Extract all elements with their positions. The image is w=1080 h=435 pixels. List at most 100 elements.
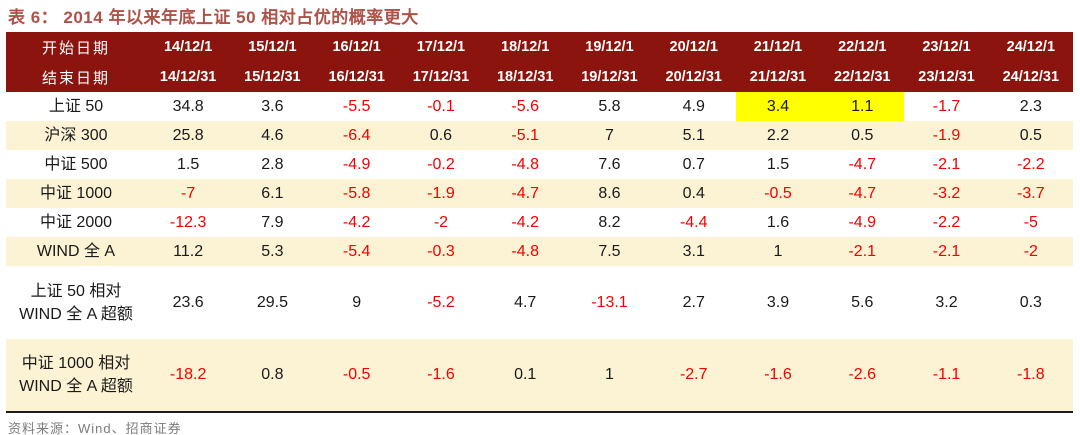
value-cell: 4.7: [514, 293, 537, 311]
value-cell: -13.1: [591, 293, 628, 311]
row-label: 上证 50 相对 WIND 全 A 超额: [19, 282, 133, 323]
row-label: WIND 全 A: [36, 242, 116, 260]
value-cell: -0.5: [342, 366, 371, 384]
value-cell: 5.1: [682, 126, 705, 144]
header-date-cell: 17/12/1: [416, 39, 466, 55]
header-date-cell: 20/12/31: [665, 69, 722, 85]
value-cell: 8.6: [598, 184, 621, 202]
value-cell: -1.7: [932, 97, 961, 115]
header-date-cell: 16/12/1: [332, 39, 381, 55]
header-date-cell: 21/12/1: [753, 39, 803, 55]
value-cell: 25.8: [172, 126, 204, 144]
header-date-cell: 15/12/1: [248, 39, 297, 55]
value-cell: -4.8: [511, 155, 539, 173]
value-cell: 0.4: [682, 184, 705, 202]
header-row: 开始日期 14/12/1 15/12/1 16/12/1 17/12/1 18/12/1 1…: [6, 32, 1073, 62]
value-cell: 7.5: [598, 242, 621, 260]
row-label: 中证 2000: [39, 213, 113, 231]
table-row: 中证 1000 相对 WIND 全 A 超额 -18.2 0.8 -0.5 -1.6 0.…: [6, 339, 1073, 412]
header-date-cell: 22/12/1: [838, 39, 887, 55]
value-cell: 1.1: [820, 92, 905, 121]
value-cell: -0.5: [764, 184, 792, 202]
table-title: 表 6： 2014 年以来年底上证 50 相对占优的概率更大: [8, 8, 419, 27]
value-cell: -4.9: [342, 155, 371, 173]
table-body: 上证 50 34.8 3.6 -5.5 -0.1 -5.6 5.8 4.9 3.4 1.1 -1.7…: [6, 92, 1073, 412]
value-cell: -1.1: [932, 366, 961, 384]
header-date-cell: 16/12/31: [328, 69, 385, 85]
value-cell: 3.2: [935, 293, 958, 311]
header-date-cell: 21/12/31: [749, 69, 807, 85]
row-label: 中证 1000: [39, 184, 113, 202]
value-cell: -5.6: [511, 97, 539, 115]
table-row: 中证 500 1.5 2.8 -4.9 -0.2 -4.8 7.6 0.7 1.5 -4.7 -2.…: [6, 150, 1073, 179]
value-cell: 3.4: [735, 92, 821, 121]
row-label: 上证 50: [48, 97, 104, 115]
header-row-label: 结束日期: [41, 69, 110, 87]
value-cell: -0.1: [427, 97, 455, 115]
header-date-cell: 14/12/1: [163, 39, 213, 55]
value-cell: 4.6: [261, 126, 284, 144]
value-cell: -3.2: [932, 184, 961, 202]
value-cell: -2.1: [932, 155, 961, 173]
header-date-cell: 24/12/31: [1002, 69, 1060, 85]
value-cell: 5.6: [851, 293, 874, 311]
value-cell: -1.9: [932, 126, 961, 144]
header-date-cell: 23/12/31: [918, 69, 975, 85]
value-cell: -2: [1023, 242, 1038, 260]
value-cell: 0.6: [429, 126, 453, 144]
value-cell: 34.8: [172, 97, 204, 115]
value-cell: 6.1: [261, 184, 284, 202]
value-cell: 1.6: [766, 213, 790, 231]
value-cell: -5.8: [342, 184, 371, 202]
header-date-cell: 22/12/31: [834, 69, 891, 85]
table-row: 沪深 300 25.8 4.6 -6.4 0.6 -5.1 7 5.1 2.2 0.5 -1.9 0.…: [6, 121, 1073, 150]
value-cell: 2.7: [682, 293, 705, 311]
value-cell: 7: [605, 126, 614, 144]
value-cell: 7.9: [261, 213, 284, 231]
table-row: 上证 50 相对 WIND 全 A 超额 23.6 29.5 9 -5.2 4.7 -13.…: [6, 266, 1073, 339]
value-cell: -5.1: [511, 126, 539, 144]
value-cell: 23.6: [172, 293, 204, 311]
value-cell: 7.6: [598, 155, 621, 173]
header-date-cell: 19/12/31: [581, 69, 638, 85]
value-cell: 0.7: [682, 155, 705, 173]
table-row: WIND 全 A 11.2 5.3 -5.4 -0.3 -4.8 7.5 3.1 1 -2.1 -2…: [6, 237, 1073, 266]
header-date-cell: 17/12/31: [412, 69, 470, 85]
value-cell: -5.2: [427, 293, 455, 311]
value-cell: -5: [1023, 213, 1038, 231]
value-cell: 11.2: [173, 242, 204, 260]
value-cell: 2.2: [766, 126, 790, 144]
value-cell: -1.9: [427, 184, 455, 202]
row-label: 中证 1000 相对 WIND 全 A 超额: [19, 355, 133, 395]
value-cell: 0.5: [851, 126, 874, 144]
row-label: 中证 500: [44, 155, 108, 173]
value-cell: 3.1: [682, 242, 705, 260]
value-cell: -2.6: [848, 366, 877, 384]
value-cell: -6.4: [342, 126, 371, 144]
value-cell: -2: [433, 213, 449, 231]
header-date-cell: 15/12/31: [244, 69, 301, 85]
value-cell: -3.7: [1017, 184, 1045, 202]
value-cell: 5.3: [261, 242, 284, 260]
table-row: 中证 1000 -7 6.1 -5.8 -1.9 -4.7 8.6 0.4 -0.5 -4.7 -3…: [6, 179, 1073, 208]
value-cell: 2.8: [261, 155, 284, 173]
value-cell: 5.8: [598, 97, 621, 115]
value-cell: 3.6: [261, 97, 284, 115]
row-label: 沪深 300: [44, 126, 108, 144]
value-cell: 1.5: [177, 155, 200, 173]
value-cell: 2.3: [1019, 97, 1042, 115]
value-cell: -7: [181, 184, 196, 202]
value-cell: -4.7: [848, 184, 877, 202]
value-cell: -0.3: [427, 242, 455, 260]
value-cell: 8.2: [598, 213, 621, 231]
value-cell: -4.4: [679, 213, 708, 231]
table-header: 开始日期 14/12/1 15/12/1 16/12/1 17/12/1 18/12/1 1…: [6, 32, 1073, 92]
value-cell: 4.9: [682, 97, 705, 115]
value-cell: -18.2: [169, 366, 207, 384]
value-cell: -1.8: [1017, 366, 1045, 384]
value-cell: 29.5: [256, 293, 288, 311]
header-date-cell: 18/12/31: [496, 69, 554, 85]
value-cell: -2.1: [932, 242, 961, 260]
value-cell: 9: [352, 293, 362, 311]
